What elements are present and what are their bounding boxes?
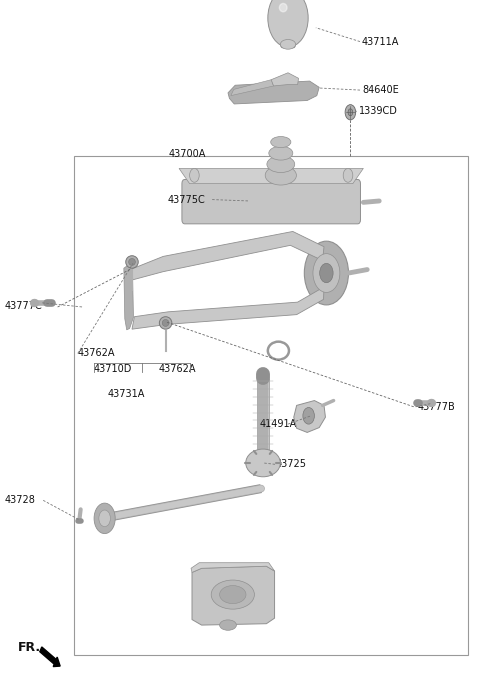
Polygon shape [231,80,274,96]
Circle shape [348,109,353,116]
Circle shape [268,0,308,47]
Bar [74,156,468,655]
Polygon shape [124,265,133,330]
Text: 43777B: 43777B [418,402,456,412]
Text: 43762A: 43762A [78,349,115,358]
Polygon shape [228,81,319,104]
Polygon shape [294,401,325,432]
Polygon shape [130,231,324,281]
Circle shape [343,168,353,182]
Circle shape [99,510,110,527]
Ellipse shape [219,586,246,604]
Text: 1339CD: 1339CD [359,106,398,116]
Text: 43711A: 43711A [362,37,399,46]
Circle shape [313,254,340,292]
Ellipse shape [267,156,295,173]
Text: 43725: 43725 [276,459,307,469]
Polygon shape [179,168,363,184]
Text: 41491A: 41491A [259,419,297,429]
Text: 43777C: 43777C [5,301,43,311]
FancyArrow shape [40,647,60,667]
Polygon shape [132,287,324,329]
Polygon shape [271,73,299,86]
Circle shape [190,168,199,182]
Text: 43775C: 43775C [168,195,206,204]
Ellipse shape [129,258,135,265]
Text: 43731A: 43731A [108,389,145,398]
Polygon shape [191,563,275,572]
Text: 84640E: 84640E [362,85,399,95]
Ellipse shape [246,449,280,477]
FancyBboxPatch shape [281,30,295,48]
Text: 43710D: 43710D [94,365,132,374]
Ellipse shape [279,3,287,12]
Text: 43700A: 43700A [169,149,206,159]
Ellipse shape [265,166,296,185]
Ellipse shape [271,137,291,148]
Circle shape [94,503,115,534]
Circle shape [345,105,356,120]
Ellipse shape [211,580,254,609]
Text: FR.: FR. [18,642,41,654]
Circle shape [304,241,348,305]
Circle shape [320,263,333,283]
Ellipse shape [219,620,236,631]
Ellipse shape [280,40,296,49]
Ellipse shape [162,319,169,326]
Polygon shape [192,566,275,625]
Text: 43728: 43728 [5,495,36,505]
FancyBboxPatch shape [182,179,360,224]
Text: 43762A: 43762A [158,365,196,374]
Ellipse shape [269,146,293,160]
Ellipse shape [159,317,172,329]
Circle shape [303,407,314,424]
Ellipse shape [126,256,138,268]
